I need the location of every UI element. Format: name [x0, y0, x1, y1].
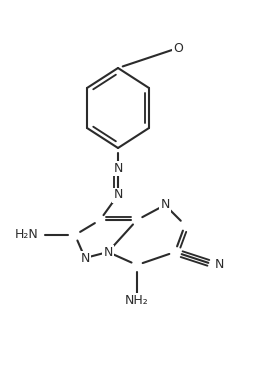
Text: N: N — [160, 198, 170, 212]
Text: H₂N: H₂N — [14, 228, 38, 242]
Text: N: N — [215, 258, 224, 272]
Text: N: N — [113, 188, 123, 202]
Text: N: N — [103, 246, 113, 258]
Text: NH₂: NH₂ — [125, 294, 149, 306]
Text: O: O — [173, 41, 183, 55]
Text: N: N — [80, 251, 90, 265]
Text: N: N — [113, 161, 123, 175]
